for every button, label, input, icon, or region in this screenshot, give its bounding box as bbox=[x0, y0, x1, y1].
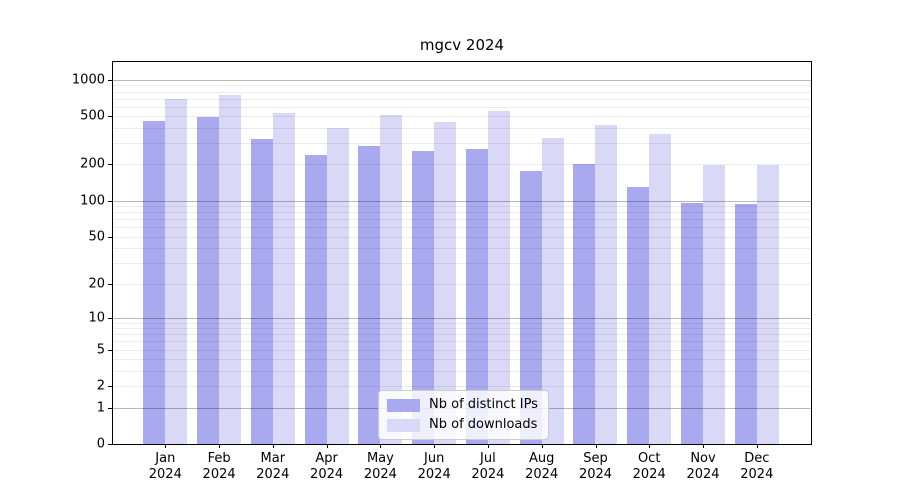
bar-downloads-mar bbox=[272, 112, 295, 444]
legend-item-downloads: Nb of downloads bbox=[387, 417, 538, 433]
y-tick-label: 1000 bbox=[71, 72, 105, 88]
x-tick-label-jul: Jul 2024 bbox=[471, 451, 505, 482]
y-tick-mark bbox=[108, 200, 113, 202]
y-tick-mark bbox=[108, 116, 113, 118]
y-tick-mark bbox=[108, 283, 113, 285]
bar-downloads-jul bbox=[487, 110, 510, 444]
x-tick-label-oct: Oct 2024 bbox=[632, 451, 666, 482]
x-tick-label-aug: Aug 2024 bbox=[525, 451, 559, 482]
bar-downloads-aug bbox=[541, 138, 564, 444]
x-tick-mark bbox=[649, 444, 651, 448]
bar-downloads-oct bbox=[649, 133, 672, 444]
bar-downloads-apr bbox=[326, 128, 349, 444]
x-tick-mark bbox=[380, 444, 382, 448]
x-tick-label-apr: Apr 2024 bbox=[310, 451, 344, 482]
x-tick-label-sep: Sep 2024 bbox=[578, 451, 613, 482]
x-tick-label-feb: Feb 2024 bbox=[202, 451, 236, 482]
y-tick-mark bbox=[108, 444, 113, 445]
bar-distinct-ips-feb bbox=[197, 117, 220, 444]
legend-swatch-downloads bbox=[387, 418, 420, 432]
y-tick-mark bbox=[108, 407, 113, 409]
y-tick-label: 1 bbox=[96, 400, 105, 415]
x-tick-mark bbox=[272, 444, 274, 448]
y-tick-label: 200 bbox=[80, 156, 105, 172]
x-tick-mark bbox=[219, 444, 221, 448]
bar-downloads-jun bbox=[434, 121, 457, 444]
legend-item-distinct-ips: Nb of distinct IPs bbox=[387, 397, 538, 413]
y-tick-mark bbox=[108, 164, 113, 166]
x-tick-label-mar: Mar 2024 bbox=[256, 451, 290, 482]
bar-distinct-ips-jan bbox=[143, 121, 166, 444]
x-tick-mark bbox=[434, 444, 436, 448]
y-tick-mark bbox=[108, 349, 113, 351]
y-tick-label: 0 bbox=[96, 436, 105, 452]
x-tick-mark bbox=[487, 444, 489, 448]
plot-area: 0 1 2 5 10 20 50 100 200 500 1000 Jan 2024 Feb 2024 Ma… bbox=[72, 61, 812, 482]
y-tick-label: 5 bbox=[96, 342, 105, 357]
bar-distinct-ips-mar bbox=[250, 138, 273, 444]
x-tick-mark bbox=[541, 444, 543, 448]
bar-distinct-ips-oct bbox=[627, 186, 650, 444]
legend: Nb of distinct IPs Nb of downloads bbox=[378, 390, 549, 440]
bar-downloads-jan bbox=[165, 98, 188, 444]
bar-distinct-ips-apr bbox=[304, 154, 327, 444]
x-tick-label-jun: Jun 2024 bbox=[417, 451, 451, 482]
x-tick-mark bbox=[326, 444, 328, 448]
x-tick-mark bbox=[703, 444, 704, 448]
bar-distinct-ips-jun bbox=[412, 150, 435, 444]
legend-label-downloads: Nb of downloads bbox=[429, 417, 538, 432]
gridline-minor bbox=[113, 98, 811, 100]
x-tick-mark bbox=[165, 444, 167, 448]
y-tick-label: 100 bbox=[80, 193, 105, 209]
y-tick-mark bbox=[108, 317, 113, 319]
y-tick-label: 50 bbox=[88, 229, 105, 245]
bar-downloads-nov bbox=[703, 165, 725, 444]
gridline-minor bbox=[113, 85, 811, 87]
chart-title: mgcv 2024 bbox=[419, 36, 505, 54]
y-tick-label: 20 bbox=[88, 276, 105, 291]
x-tick-mark bbox=[756, 444, 758, 448]
y-tick-mark bbox=[108, 386, 113, 388]
y-tick-label: 2 bbox=[96, 378, 105, 394]
y-tick-mark bbox=[108, 236, 113, 238]
bar-downloads-sep bbox=[595, 124, 618, 444]
bar-downloads-may bbox=[380, 115, 403, 444]
legend-label-distinct-ips: Nb of distinct IPs bbox=[429, 397, 538, 412]
bar-downloads-dec bbox=[756, 165, 779, 444]
y-tick-mark bbox=[108, 79, 113, 81]
x-tick-label-nov: Nov 2024 bbox=[686, 451, 720, 482]
bar-distinct-ips-may bbox=[358, 145, 381, 444]
gridline-minor bbox=[113, 91, 811, 93]
gridline-major bbox=[113, 79, 811, 81]
bar-distinct-ips-sep bbox=[573, 164, 596, 444]
x-tick-label-dec: Dec 2024 bbox=[740, 451, 774, 482]
y-tick-label: 500 bbox=[80, 108, 105, 124]
bar-distinct-ips-aug bbox=[519, 171, 542, 444]
bar-distinct-ips-dec bbox=[734, 203, 757, 444]
bar-distinct-ips-jul bbox=[465, 148, 488, 444]
y-tick-label: 10 bbox=[88, 310, 105, 326]
gridline-minor bbox=[113, 106, 811, 108]
x-tick-label-may: May 2024 bbox=[363, 451, 397, 482]
x-tick-mark bbox=[595, 444, 597, 448]
bar-downloads-feb bbox=[219, 95, 242, 444]
bar-distinct-ips-nov bbox=[681, 203, 703, 444]
plot-inner: 0 1 2 5 10 20 50 100 200 500 1000 Jan 2024 Feb 2024 Ma… bbox=[72, 62, 811, 482]
x-tick-label-jan: Jan 2024 bbox=[148, 451, 182, 482]
legend-swatch-distinct-ips bbox=[387, 398, 420, 412]
